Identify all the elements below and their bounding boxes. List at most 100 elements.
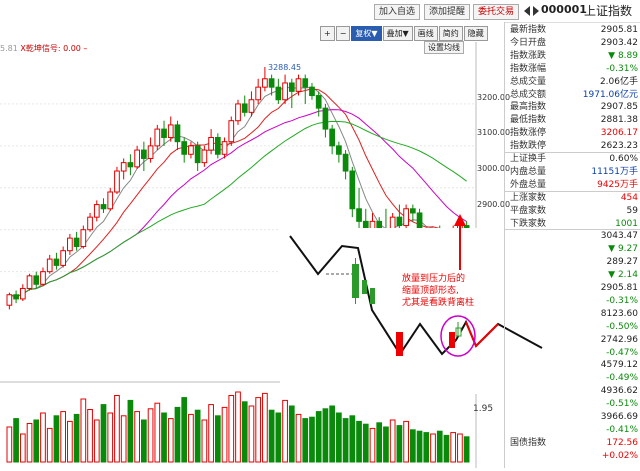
bear-candle xyxy=(362,280,367,294)
quote-row: -0.49% xyxy=(505,372,640,384)
volume-bar xyxy=(389,419,396,463)
candle-body xyxy=(201,149,208,164)
quote-value: ▼ 9.27 xyxy=(608,244,638,255)
quote-row: 289.27 xyxy=(505,256,640,268)
candle-body xyxy=(167,124,174,138)
quote-value: 2905.81 xyxy=(600,25,638,35)
quote-value: 454 xyxy=(620,192,638,203)
quote-row: 内盘总量 11151万手 xyxy=(505,166,640,178)
quote-label: 上证换手 xyxy=(510,154,547,164)
chart-control-bar: + − 复权▼ 叠加▼ 画线 简约 隐藏 xyxy=(320,26,488,41)
quote-row: 总成交额 1971.06亿元 xyxy=(505,89,640,101)
volume-bar xyxy=(194,409,201,463)
candle-body xyxy=(13,294,19,300)
quote-value: 59 xyxy=(626,205,638,216)
quote-value: 2881.38 xyxy=(600,115,638,126)
candle-body xyxy=(262,78,268,88)
signal-text: X乾坤信号: 0.00 – xyxy=(20,44,88,53)
volume-bar xyxy=(376,422,383,463)
simple-mode-button[interactable]: 简约 xyxy=(438,26,463,41)
quote-label: 总成交量 xyxy=(510,76,547,87)
candle-body xyxy=(356,208,362,222)
quote-label: 下跌家数 xyxy=(510,218,547,229)
candle-body xyxy=(40,271,46,285)
quote-value: -0.50% xyxy=(606,321,638,332)
volume-bar xyxy=(147,408,154,463)
quote-row: 8123.60 xyxy=(505,308,640,320)
candle-body xyxy=(248,99,255,113)
volume-bar xyxy=(73,413,80,463)
zoom-out-button[interactable]: − xyxy=(335,26,351,41)
candle-body xyxy=(127,162,134,168)
candle-body xyxy=(174,124,181,143)
volume-bar xyxy=(93,419,100,463)
quote-label: 今日开盘 xyxy=(510,37,547,48)
add-watchlist-button[interactable]: 加入自选 xyxy=(374,4,421,20)
quote-label: 上涨家数 xyxy=(510,192,547,203)
candle-body xyxy=(329,128,335,147)
candle-body xyxy=(107,191,114,210)
volume-bar xyxy=(188,413,194,463)
quote-row: +0.02% xyxy=(505,450,640,462)
quote-value: -0.49% xyxy=(606,373,638,384)
prev-stock-icon[interactable] xyxy=(524,6,530,16)
volume-bar xyxy=(127,399,134,463)
volume-bar xyxy=(134,411,140,463)
divider xyxy=(505,152,640,153)
candle-body xyxy=(463,225,470,229)
volume-bar xyxy=(282,399,288,463)
quote-value: 9425万手 xyxy=(597,179,638,190)
candle-body xyxy=(80,229,87,248)
volume-bar xyxy=(120,415,127,463)
volume-bar xyxy=(214,415,221,463)
candle-body xyxy=(302,78,309,88)
highlight-circle xyxy=(440,315,476,357)
quote-row: 指数跌停 2623.23 xyxy=(505,140,640,152)
bear-candle xyxy=(370,288,375,304)
candle-body xyxy=(228,120,235,143)
volume-bar xyxy=(221,406,228,463)
quote-label: 外盘总量 xyxy=(510,179,547,190)
top-toolbar: 加入自选 添加提醒 委托交易 000001 上证指数 xyxy=(0,0,640,23)
volume-bar xyxy=(6,426,13,463)
adjust-button[interactable]: 复权▼ xyxy=(351,26,382,41)
zoom-in-button[interactable]: + xyxy=(320,26,335,41)
volume-bar xyxy=(228,395,235,463)
candle-body xyxy=(154,128,161,147)
quote-row: 外盘总量 9425万手 xyxy=(505,179,640,191)
quote-label: 平盘家数 xyxy=(510,205,547,216)
candle-body xyxy=(134,149,140,168)
volume-bar xyxy=(46,427,53,463)
candle-body xyxy=(349,170,356,210)
set-ma-button[interactable]: 设置均线 xyxy=(424,41,464,54)
quote-value: +0.02% xyxy=(601,450,638,461)
bull-candle xyxy=(396,332,403,356)
candle-body xyxy=(73,237,80,248)
candle-body xyxy=(194,145,201,164)
volume-bar xyxy=(87,409,93,463)
quote-value: 3966.69 xyxy=(600,412,638,422)
quote-label: 国债指数 xyxy=(510,437,547,448)
volume-bar xyxy=(342,418,349,463)
quote-row: -0.31% xyxy=(505,295,640,307)
overlay-button[interactable]: 叠加▼ xyxy=(382,26,413,41)
quote-value: 8123.60 xyxy=(600,308,638,319)
volume-bar xyxy=(13,418,19,463)
draw-line-button[interactable]: 画线 xyxy=(413,26,438,41)
volume-bar xyxy=(181,397,188,463)
volume-bar xyxy=(275,412,282,463)
volume-bar xyxy=(208,404,214,463)
quote-value: 2623.23 xyxy=(600,141,638,152)
quote-row: 下跌家数 1001 xyxy=(505,218,640,230)
trade-button[interactable]: 委托交易 xyxy=(473,4,520,20)
candle-body xyxy=(268,78,275,88)
hide-button[interactable]: 隐藏 xyxy=(463,26,488,41)
candle-body xyxy=(67,237,73,252)
arrow-icon xyxy=(454,214,466,270)
quote-row: -0.50% xyxy=(505,321,640,333)
quote-row: 上涨家数 454 xyxy=(505,192,640,204)
volume-bar xyxy=(154,402,161,463)
next-stock-icon[interactable] xyxy=(533,6,539,16)
add-alert-button[interactable]: 添加提醒 xyxy=(424,4,471,20)
candle-body xyxy=(33,275,40,285)
